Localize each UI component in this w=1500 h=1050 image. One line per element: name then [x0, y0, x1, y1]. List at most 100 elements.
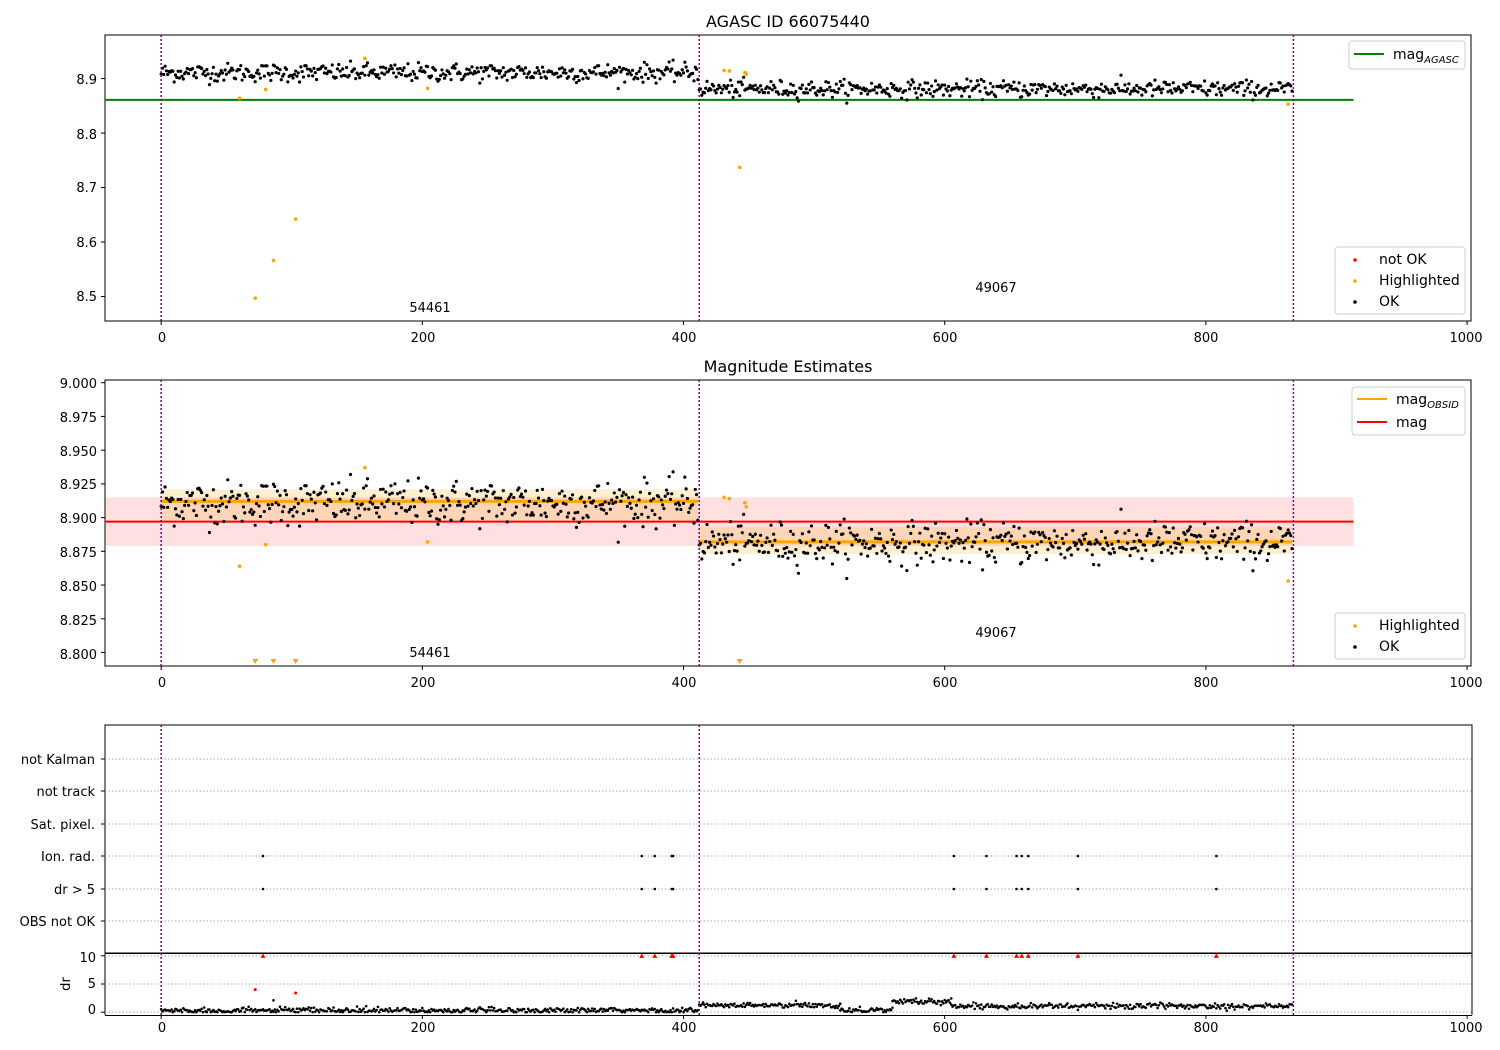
ok-point	[567, 511, 571, 515]
ok-point	[603, 70, 607, 74]
ok-point	[953, 86, 957, 90]
ok-point	[1159, 91, 1164, 95]
ok-point	[209, 76, 213, 80]
ok-point	[756, 539, 760, 543]
ok-point	[437, 77, 441, 82]
dr-point	[919, 999, 923, 1002]
x-tick-label: 1000	[1449, 331, 1482, 346]
ok-point	[203, 73, 208, 78]
ok-point	[1039, 86, 1043, 90]
ok-point	[1025, 550, 1029, 554]
dr-point	[965, 1005, 969, 1009]
ok-point	[877, 531, 882, 536]
highlighted-point	[727, 69, 732, 73]
dr-point	[989, 1005, 992, 1008]
ok-point	[999, 533, 1003, 537]
plot-frame	[104, 34, 1472, 322]
highlighted-point	[722, 68, 726, 73]
ok-point	[1285, 531, 1289, 535]
ok-point	[1061, 87, 1066, 91]
ok-point	[792, 554, 797, 558]
highlighted-point	[271, 258, 276, 263]
dr-point	[451, 1010, 454, 1014]
ok-point	[535, 65, 539, 70]
ok-point	[393, 482, 397, 486]
ok-point	[356, 73, 360, 77]
dr-point	[1102, 1004, 1106, 1008]
ok-point	[1191, 548, 1195, 552]
ok-point	[859, 91, 863, 95]
ok-point	[344, 65, 349, 70]
dr-point	[413, 1010, 416, 1014]
dr-point	[763, 1005, 766, 1009]
ok-point	[462, 510, 466, 514]
dr-point	[249, 1007, 253, 1011]
ok-point	[1089, 542, 1093, 546]
dr-point	[1175, 1006, 1179, 1010]
ok-point	[540, 487, 545, 492]
ok-point	[179, 497, 183, 502]
dr-red-point	[253, 988, 257, 992]
ok-point	[873, 536, 878, 540]
ok-point	[1116, 86, 1120, 90]
ok-point	[423, 70, 427, 74]
dr-point	[236, 1008, 240, 1011]
dr-clipped-marker	[984, 953, 990, 958]
ok-point	[1226, 540, 1230, 544]
ok-point	[1128, 554, 1132, 558]
ok-point	[458, 71, 462, 76]
ok-point	[1213, 533, 1217, 538]
ok-point	[222, 78, 226, 82]
ok-point	[864, 87, 868, 91]
ok-point	[739, 80, 743, 84]
ok-point	[651, 69, 656, 73]
legend-lines: magOBSID mag	[1351, 386, 1466, 436]
ok-point	[764, 540, 768, 544]
y-tick-label: 8.875	[60, 546, 97, 561]
ok-point	[324, 490, 328, 494]
ok-point	[1027, 554, 1032, 558]
ok-point	[1196, 540, 1200, 544]
ok-point	[307, 508, 311, 513]
ok-point	[561, 71, 565, 75]
dr-point	[313, 1010, 317, 1013]
ok-point	[550, 498, 554, 503]
ok-point	[715, 87, 720, 91]
ok-point	[967, 560, 972, 565]
ok-point	[668, 497, 673, 501]
ok-point	[183, 503, 187, 507]
ok-point	[1149, 532, 1153, 536]
dr-point	[606, 1009, 610, 1013]
ok-point	[911, 524, 915, 528]
ok-point	[429, 509, 434, 513]
ok-point	[1021, 545, 1025, 549]
ok-point	[384, 490, 388, 494]
dr-point	[272, 999, 275, 1002]
ok-point	[1210, 529, 1215, 533]
y-tick-label: 8.850	[60, 580, 97, 595]
ok-point	[576, 510, 580, 514]
plot-area	[105, 35, 1354, 321]
ok-point	[1269, 82, 1273, 86]
ok-point	[219, 69, 223, 73]
ok-point	[538, 504, 542, 508]
ok-point	[1085, 548, 1089, 552]
ok-point	[786, 93, 790, 97]
ok-point	[1064, 83, 1068, 88]
legend-points: not OK Highlighted OK	[1334, 246, 1466, 315]
ok-point	[838, 79, 842, 84]
ok-point	[768, 539, 772, 544]
ok-point	[736, 524, 740, 528]
dr-point	[486, 1009, 489, 1012]
ok-point	[978, 89, 982, 93]
ok-point	[646, 76, 650, 81]
ok-point	[892, 532, 896, 536]
x-tick-label: 400	[672, 331, 697, 346]
ok-point	[341, 67, 345, 71]
ok-point	[1112, 550, 1117, 554]
ok-point	[1153, 78, 1157, 82]
ok-point	[1082, 537, 1087, 541]
ok-point	[858, 86, 862, 90]
ok-point	[504, 500, 508, 504]
ok-point	[1125, 541, 1130, 545]
